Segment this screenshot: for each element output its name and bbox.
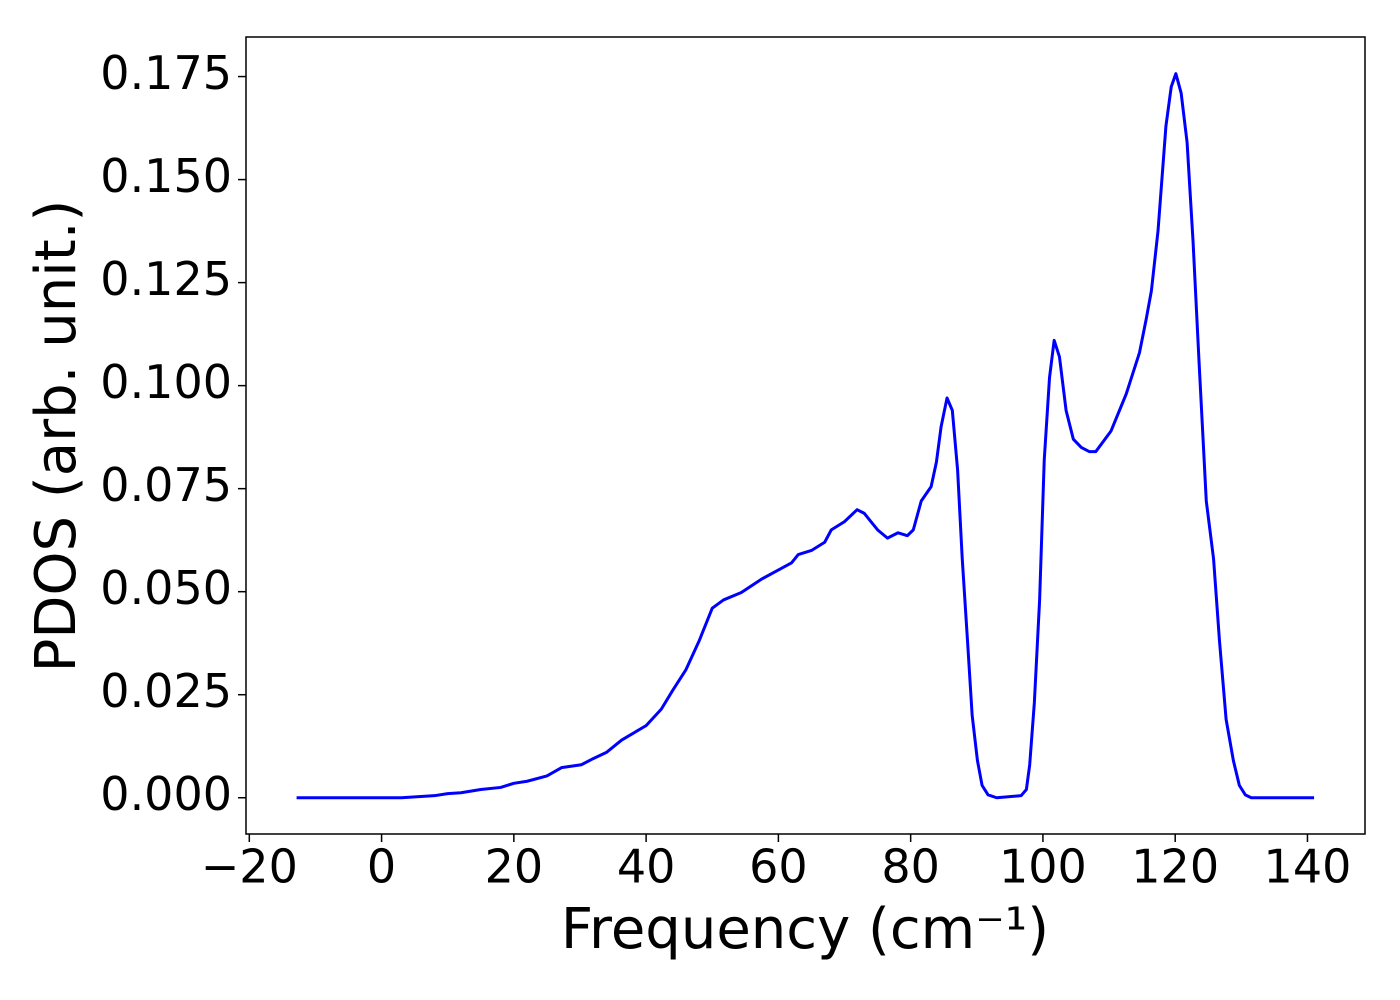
y-tick-label: 0.150 — [100, 149, 232, 203]
data-line — [296, 72, 1315, 800]
x-tick-label: 80 — [881, 840, 940, 894]
x-tick-label: 60 — [749, 840, 808, 894]
y-axis-label: PDOS (arb. unit.) — [24, 200, 89, 673]
y-tick-label: 0.125 — [100, 252, 232, 306]
y-tick-label: 0.025 — [100, 664, 232, 718]
x-tick-label: 100 — [999, 840, 1087, 894]
x-tick-label: 140 — [1264, 840, 1352, 894]
x-tick-label: −20 — [201, 840, 298, 894]
y-tick-label: 0.050 — [100, 561, 232, 615]
x-tick-label: 120 — [1131, 840, 1219, 894]
x-axis-label: Frequency (cm⁻¹) — [561, 897, 1049, 962]
x-tick-label: 40 — [617, 840, 676, 894]
plot-frame — [245, 36, 1366, 835]
x-tick-label: 20 — [485, 840, 544, 894]
y-tick-label: 0.075 — [100, 458, 232, 512]
y-tick-label: 0.175 — [100, 46, 232, 100]
x-tick-label: 0 — [367, 840, 396, 894]
y-tick-label: 0.000 — [100, 767, 232, 821]
y-tick-label: 0.100 — [100, 355, 232, 409]
